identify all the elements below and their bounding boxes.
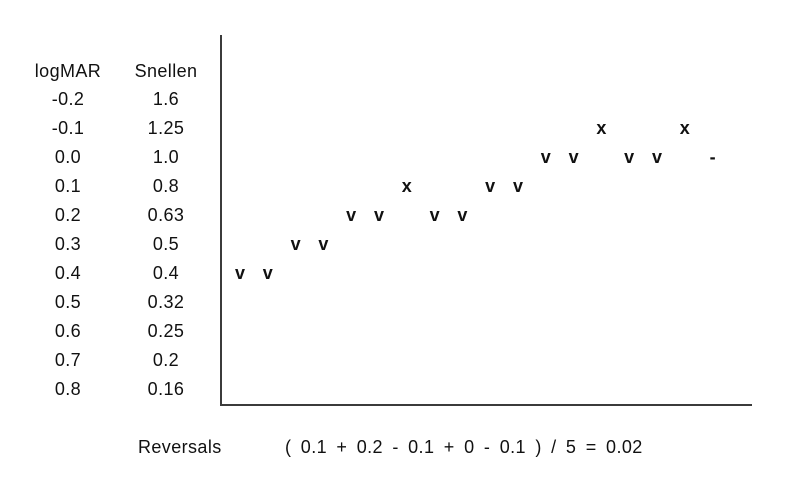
trial-marker-incorrect: x [679,117,690,138]
logmar-value: 0.8 [54,378,82,399]
snellen-value: 0.63 [147,204,185,225]
logmar-value: 0.2 [54,204,82,225]
trial-marker-correct: v [624,146,635,167]
trial-marker-correct: v [512,175,523,196]
trial-marker-dash: - [709,146,716,167]
trial-marker-correct: v [651,146,662,167]
trial-marker-correct: v [262,262,273,283]
snellen-value: 0.5 [152,233,180,254]
trial-marker-correct: v [318,233,329,254]
reversals-label: Reversals [138,437,222,457]
trial-marker-correct: v [429,204,440,225]
logmar-value: 0.5 [54,291,82,312]
snellen-column-header: Snellen [134,60,198,81]
snellen-value: 0.25 [147,320,185,341]
trial-marker-correct: v [568,146,579,167]
logmar-value: 0.0 [54,146,82,167]
logmar-column-header: logMAR [34,60,102,81]
trial-marker-correct: v [485,175,496,196]
snellen-value: 1.0 [152,146,180,167]
snellen-value: 1.25 [147,117,185,138]
logmar-value: 0.3 [54,233,82,254]
trial-marker-correct: v [290,233,301,254]
trial-marker-correct: v [346,204,357,225]
y-axis-line [220,35,222,406]
logmar-value: 0.4 [54,262,82,283]
trial-marker-incorrect: x [401,175,412,196]
trial-marker-incorrect: x [596,117,607,138]
trial-marker-correct: v [234,262,245,283]
snellen-value: 0.32 [147,291,185,312]
trial-marker-correct: v [457,204,468,225]
reversals-formula: ( 0.1 + 0.2 - 0.1 + 0 - 0.1 ) / 5 = 0.02 [285,437,643,457]
logmar-value: 0.1 [54,175,82,196]
snellen-value: 0.4 [152,262,180,283]
logmar-value: 0.7 [54,349,82,370]
snellen-value: 0.2 [152,349,180,370]
trial-marker-correct: v [540,146,551,167]
x-axis-line [220,404,752,406]
snellen-value: 0.8 [152,175,180,196]
logmar-value: -0.1 [51,117,85,138]
trial-marker-correct: v [373,204,384,225]
logmar-value: -0.2 [51,88,85,109]
snellen-value: 1.6 [152,88,180,109]
logmar-value: 0.6 [54,320,82,341]
snellen-value: 0.16 [147,378,185,399]
